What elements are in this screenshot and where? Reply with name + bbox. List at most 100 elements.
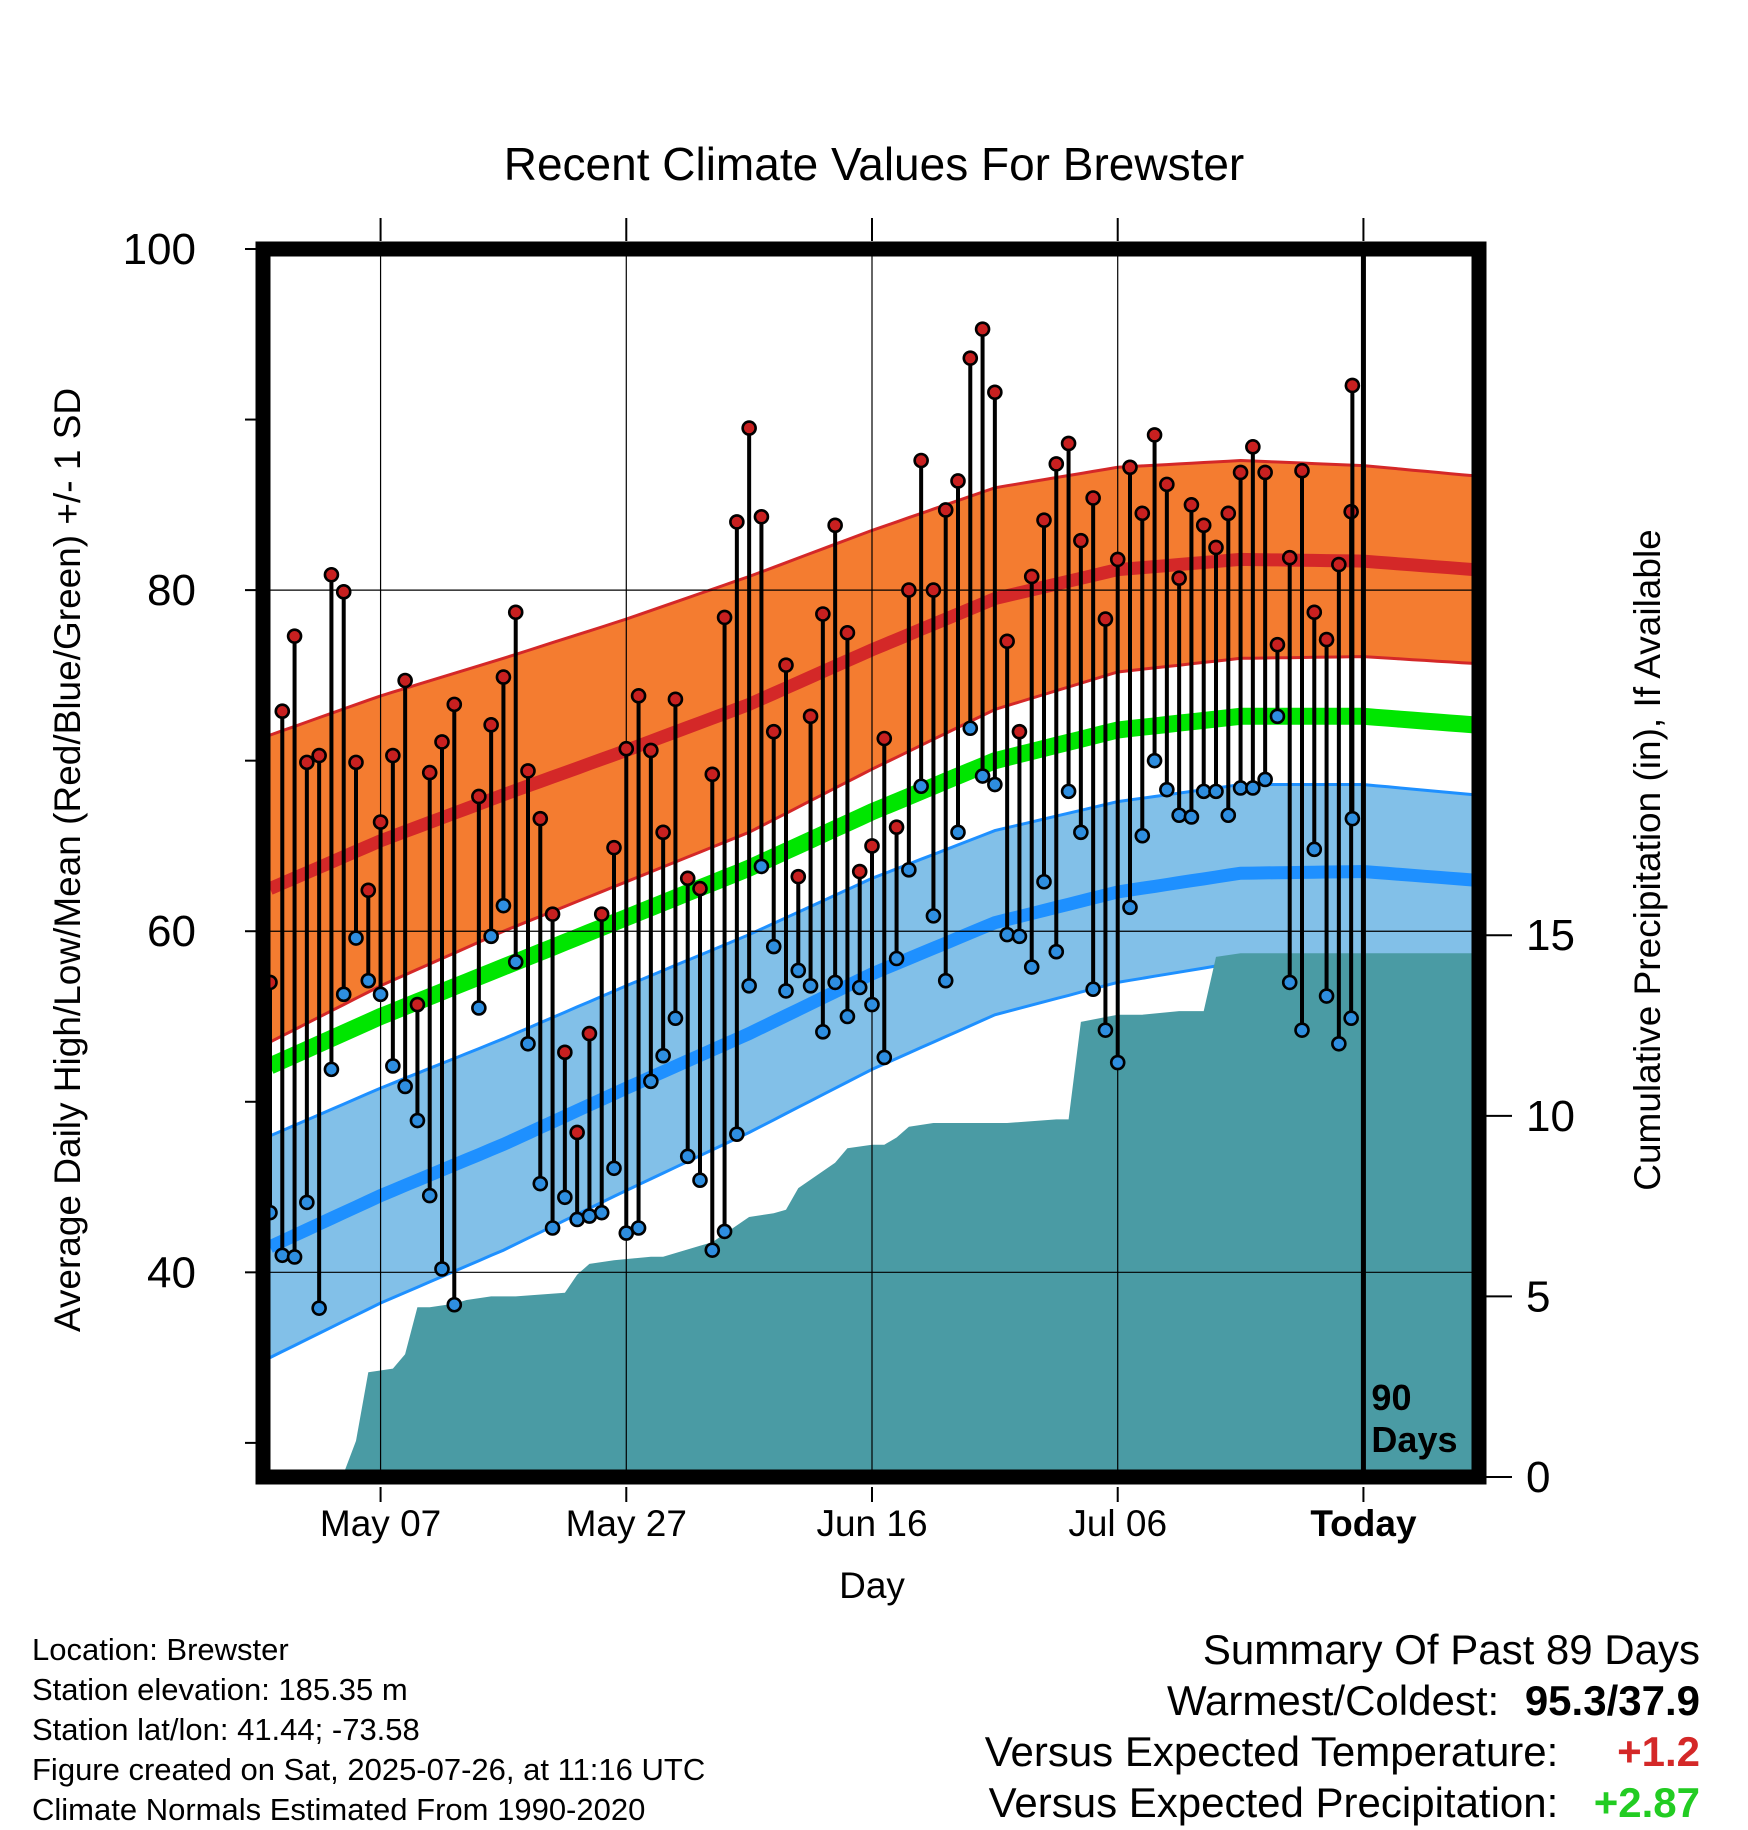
daily-high-point (1097, 611, 1114, 627)
daily-high-point (471, 788, 487, 805)
daily-low-point (1085, 981, 1101, 998)
daily-high-point (569, 1124, 585, 1141)
daily-low-point (1011, 928, 1028, 945)
info-elevation: Station elevation: 185.35 m (32, 1672, 408, 1707)
daily-high-point (679, 870, 696, 887)
climate-chart: Recent Climate Values For Brewster 90Day… (47, 138, 1668, 1606)
today-days-word: Days (1371, 1419, 1457, 1460)
daily-high-point (901, 582, 917, 598)
daily-high-point (544, 906, 561, 922)
daily-low-point (753, 858, 770, 875)
daily-high-point (692, 880, 708, 897)
x-tick-label: May 07 (320, 1503, 441, 1544)
x-tick-label: Today (1310, 1503, 1417, 1544)
y-tick-label: 60 (147, 907, 196, 956)
daily-high-point (1318, 631, 1335, 648)
summary-warm-cold-value: 95.3/37.9 (1524, 1677, 1700, 1724)
daily-low-point (483, 928, 499, 945)
summary-temp-value: +1.2 (1617, 1728, 1700, 1775)
daily-low-point (1171, 807, 1187, 824)
daily-high-point (851, 863, 868, 880)
station-info: Location: Brewster Station elevation: 18… (32, 1630, 705, 1830)
y2-axis-label: Cumulative Precipitation (in), If Availa… (1627, 529, 1668, 1191)
daily-low-point (1036, 873, 1052, 890)
cumulative-precip-area (263, 953, 1479, 1477)
summary-warm-cold-label: Warmest/Coldest: (1166, 1677, 1500, 1724)
daily-high-point (741, 420, 757, 436)
daily-low-point (471, 1000, 487, 1016)
daily-low-point (937, 972, 954, 989)
y2-tick-label: 10 (1526, 1092, 1575, 1141)
daily-low-point (311, 1300, 327, 1316)
x-axis-label: Day (839, 1565, 905, 1606)
y2-tick-label: 5 (1526, 1272, 1550, 1321)
daily-high-point (1048, 456, 1065, 472)
daily-low-point (643, 1073, 659, 1090)
info-created: Figure created on Sat, 2025-07-26, at 11… (32, 1752, 706, 1787)
daily-low-point (692, 1172, 708, 1189)
daily-low-point (1220, 807, 1237, 824)
daily-high-point (581, 1025, 598, 1042)
daily-high-point (790, 868, 807, 885)
daily-low-point (802, 977, 819, 994)
daily-high-point (397, 672, 413, 689)
daily-high-point (778, 657, 794, 673)
summary-panel: Summary Of Past 89 Days Warmest/Coldest:… (985, 1624, 1700, 1828)
daily-high-point (1073, 532, 1089, 549)
daily-low-point (372, 986, 389, 1003)
daily-high-point (802, 708, 819, 725)
daily-high-point (1232, 464, 1249, 481)
daily-high-point (913, 452, 929, 469)
daily-low-point (1344, 810, 1361, 827)
daily-low-point (1343, 1010, 1359, 1027)
daily-high-point (839, 624, 856, 641)
daily-high-point (372, 814, 389, 830)
daily-high-point (385, 747, 401, 764)
daily-high-point (1183, 497, 1200, 513)
daily-high-point (864, 838, 880, 854)
daily-low-point (950, 824, 966, 841)
y-tick-label: 100 (123, 225, 196, 274)
today-days-number: 90 (1371, 1377, 1411, 1418)
summary-temp-row: Versus Expected Temperature: +1.2 (985, 1726, 1700, 1777)
x-tick-label: Jun 16 (816, 1503, 927, 1544)
daily-high-point (606, 839, 622, 856)
daily-high-point (286, 628, 303, 644)
daily-low-point (679, 1148, 696, 1165)
daily-high-point (1220, 505, 1237, 522)
daily-low-point (286, 1249, 303, 1265)
daily-high-point (1245, 439, 1261, 455)
daily-low-point (815, 1024, 831, 1040)
daily-low-point (778, 983, 794, 999)
daily-high-point (1011, 723, 1028, 740)
daily-low-point (532, 1175, 549, 1192)
daily-low-point (397, 1078, 413, 1095)
y2-tick-label: 0 (1526, 1453, 1550, 1502)
daily-high-point (974, 321, 991, 337)
low-sd-band (270, 784, 1474, 1358)
daily-low-point (360, 972, 377, 989)
daily-high-point (827, 517, 843, 534)
daily-high-point (643, 742, 659, 759)
daily-high-point (507, 604, 524, 621)
daily-low-point (1281, 974, 1298, 991)
daily-low-point (901, 862, 917, 878)
daily-low-point (495, 897, 512, 914)
daily-high-point (704, 766, 721, 783)
daily-low-point (790, 962, 807, 979)
y-tick-label: 80 (147, 566, 196, 615)
daily-low-point (299, 1194, 315, 1211)
daily-low-point (606, 1160, 622, 1177)
y-axis-label: Average Daily High/Low/Mean (Red/Blue/Gr… (47, 388, 88, 1332)
daily-low-point (1146, 752, 1163, 769)
daily-high-point (274, 703, 291, 720)
daily-low-point (1122, 899, 1138, 916)
daily-high-point (655, 824, 671, 841)
daily-low-point (1208, 783, 1224, 800)
daily-low-point (274, 1247, 291, 1264)
daily-high-point (962, 350, 979, 366)
plot-frame (255, 241, 1487, 1485)
daily-high-point (434, 734, 450, 750)
chart-title: Recent Climate Values For Brewster (504, 138, 1245, 190)
